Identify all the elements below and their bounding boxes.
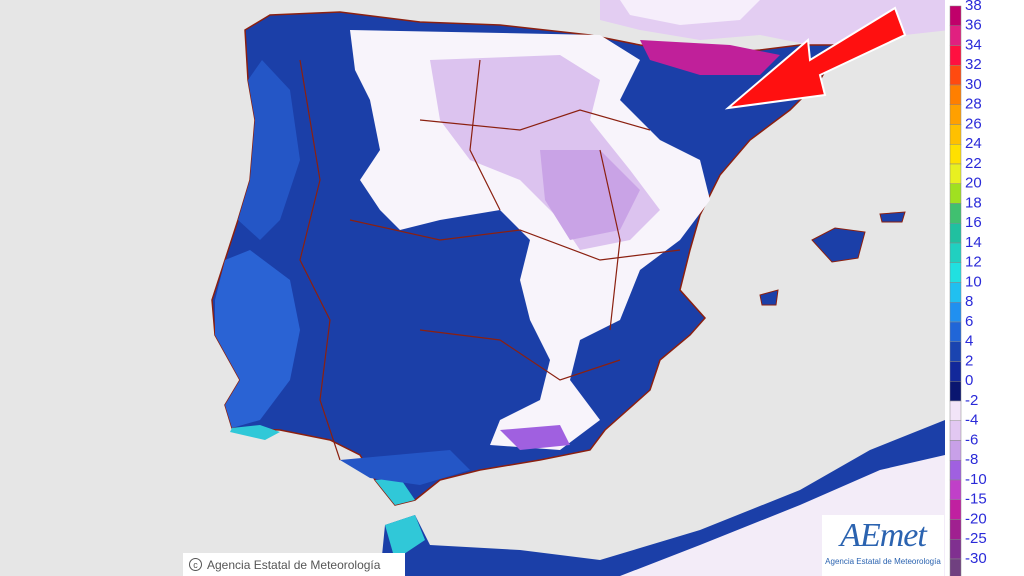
legend-label: 34 <box>965 36 982 53</box>
legend-swatch <box>949 440 962 461</box>
legend-swatch <box>949 321 962 342</box>
legend-swatch <box>949 539 962 560</box>
legend-label: -6 <box>965 431 978 448</box>
france-white <box>620 0 760 25</box>
legend-swatch <box>949 25 962 46</box>
legend-label: 12 <box>965 254 982 271</box>
legend-label: -25 <box>965 530 987 547</box>
legend: 38363432302826242220181614121086420-2-4-… <box>949 0 987 576</box>
legend-swatch <box>949 361 962 382</box>
legend-label: 20 <box>965 175 982 192</box>
legend-swatch <box>949 519 962 540</box>
logo: AEmet Agencia Estatal de Meteorología <box>822 515 944 576</box>
legend-label: -30 <box>965 550 987 567</box>
logo-subtitle: Agencia Estatal de Meteorología <box>825 557 941 566</box>
legend-swatch <box>949 84 962 105</box>
borders <box>299 59 681 461</box>
portugal-mild <box>215 250 300 428</box>
legend-label: -20 <box>965 510 987 527</box>
algarve <box>230 425 280 440</box>
legend-swatch <box>949 5 962 26</box>
legend-label: 22 <box>965 155 982 172</box>
legend-label: 14 <box>965 234 982 251</box>
legend-label: 0 <box>965 372 973 389</box>
sierra-nevada <box>500 425 570 450</box>
legend-label: 16 <box>965 214 982 231</box>
copyright-text: Agencia Estatal de Meteorología <box>207 557 381 572</box>
legend-swatch <box>949 262 962 283</box>
copyright-mark: c <box>189 558 202 571</box>
legend-swatch <box>949 479 962 500</box>
legend-swatch <box>949 183 962 204</box>
legend-label: -8 <box>965 451 978 468</box>
cold-zone <box>350 30 710 450</box>
legend-label: -4 <box>965 412 978 429</box>
legend-swatch <box>949 104 962 125</box>
ibiza <box>759 289 779 306</box>
legend-swatch <box>949 223 962 244</box>
arrow <box>724 6 907 110</box>
legend-swatch <box>949 65 962 86</box>
legend-swatch <box>949 124 962 145</box>
legend-label: 30 <box>965 76 982 93</box>
legend-label: -10 <box>965 471 987 488</box>
legend-label: 8 <box>965 293 973 310</box>
legend-label: 36 <box>965 17 982 34</box>
south-mild <box>340 450 470 485</box>
legend-swatch <box>949 163 962 184</box>
mallorca <box>811 227 866 263</box>
legend-label: 2 <box>965 352 973 369</box>
ceuta <box>385 515 425 560</box>
legend-swatch <box>949 341 962 362</box>
legend-swatch <box>949 203 962 224</box>
legend-swatch <box>949 144 962 165</box>
legend-swatch <box>949 400 962 421</box>
legend-label: 6 <box>965 313 973 330</box>
legend-swatch <box>949 45 962 66</box>
legend-label: 38 <box>965 0 982 14</box>
portugal-north-mild <box>238 60 300 240</box>
legend-label: 10 <box>965 273 982 290</box>
legend-swatch <box>949 282 962 303</box>
legend-label: 32 <box>965 56 982 73</box>
menorca <box>879 211 906 223</box>
logo-name: AEmet <box>840 517 927 554</box>
legend-label: 4 <box>965 333 973 350</box>
legend-label: -2 <box>965 392 978 409</box>
copyright: c Agencia Estatal de Meteorología <box>183 553 405 576</box>
legend-swatch <box>949 420 962 441</box>
legend-swatch <box>949 302 962 323</box>
gibraltar <box>375 478 415 505</box>
legend-swatch <box>949 499 962 520</box>
legend-label: -15 <box>965 491 987 508</box>
legend-label: 24 <box>965 135 982 152</box>
legend-swatch <box>949 558 962 576</box>
legend-swatch <box>949 460 962 481</box>
legend-label: 28 <box>965 96 982 113</box>
legend-swatch <box>949 381 962 402</box>
pyrenees <box>640 40 780 75</box>
legend-label: 18 <box>965 194 982 211</box>
legend-label: 26 <box>965 115 982 132</box>
legend-swatch <box>949 242 962 263</box>
